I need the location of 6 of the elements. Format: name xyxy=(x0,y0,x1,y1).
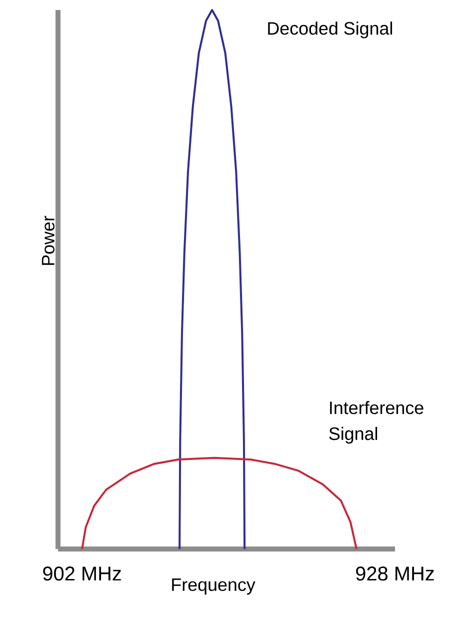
x-tick-label: 902 MHz xyxy=(43,566,121,581)
y-axis-title: Power xyxy=(42,216,54,265)
annotation: Decoded Signal xyxy=(268,22,392,38)
annotation: Interference Signal xyxy=(329,401,424,444)
x-axis-title: Frequency xyxy=(172,578,256,595)
x-tick-label: 928 MHz xyxy=(356,566,434,581)
